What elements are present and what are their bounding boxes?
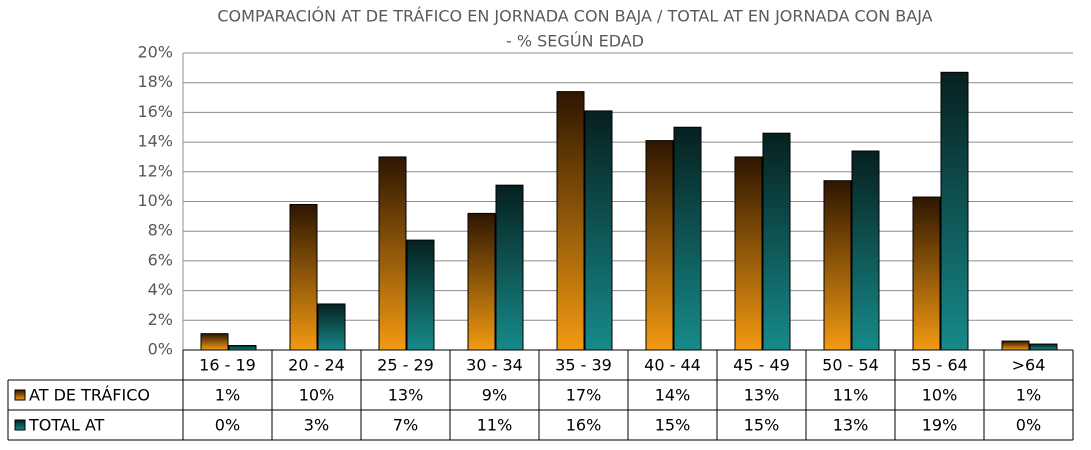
bar <box>378 156 407 351</box>
bar <box>1029 343 1058 351</box>
data-label: 16% <box>566 416 602 435</box>
bar <box>734 156 763 351</box>
x-tick-label: 50 - 54 <box>822 356 879 375</box>
bar <box>289 203 318 351</box>
data-label: 1% <box>215 386 240 405</box>
data-label: 17% <box>566 386 602 405</box>
x-tick-label: 45 - 49 <box>733 356 790 375</box>
bar <box>1001 340 1030 351</box>
data-label: 9% <box>482 386 507 405</box>
data-label: 13% <box>833 416 869 435</box>
x-tick-label: 35 - 39 <box>555 356 612 375</box>
data-label: 0% <box>1016 416 1041 435</box>
data-label: 7% <box>393 416 418 435</box>
bar <box>762 132 791 351</box>
legend-swatch <box>14 389 26 401</box>
y-tick-label: 2% <box>148 310 173 329</box>
bar <box>556 91 585 351</box>
y-tick-label: 10% <box>137 191 173 210</box>
bar <box>851 150 880 351</box>
data-label: 10% <box>299 386 335 405</box>
y-tick-label: 16% <box>137 102 173 121</box>
data-label: 3% <box>304 416 329 435</box>
bar <box>645 140 674 351</box>
data-label: 11% <box>477 416 513 435</box>
bar <box>200 333 229 351</box>
bar <box>467 212 496 351</box>
x-tick-label: 25 - 29 <box>377 356 434 375</box>
y-tick-label: 8% <box>148 221 173 240</box>
y-tick-label: 0% <box>148 340 173 359</box>
legend-label: AT DE TRÁFICO <box>29 386 150 405</box>
y-tick-label: 12% <box>137 161 173 180</box>
bar <box>228 345 257 351</box>
x-tick-label: 16 - 19 <box>199 356 256 375</box>
y-tick-label: 18% <box>137 72 173 91</box>
y-tick-label: 14% <box>137 132 173 151</box>
data-label: 14% <box>655 386 691 405</box>
bar <box>673 126 702 351</box>
bar <box>912 196 941 351</box>
x-tick-label: 30 - 34 <box>466 356 523 375</box>
data-label: 13% <box>744 386 780 405</box>
bar <box>823 180 852 351</box>
y-tick-label: 6% <box>148 250 173 269</box>
bar <box>495 184 524 351</box>
data-label: 10% <box>922 386 958 405</box>
data-label: 11% <box>833 386 869 405</box>
legend-label: TOTAL AT <box>28 416 105 435</box>
legend-swatch <box>14 419 26 431</box>
chart-title: COMPARACIÓN AT DE TRÁFICO EN JORNADA CON… <box>217 7 932 26</box>
bar <box>940 71 969 351</box>
bar <box>317 303 346 351</box>
y-tick-label: 20% <box>137 43 173 62</box>
y-tick-label: 4% <box>148 280 173 299</box>
bar <box>584 110 613 351</box>
x-tick-label: 55 - 64 <box>911 356 968 375</box>
chart-title: - % SEGÚN EDAD <box>506 32 644 51</box>
data-label: 15% <box>744 416 780 435</box>
data-label: 15% <box>655 416 691 435</box>
x-tick-label: 40 - 44 <box>644 356 701 375</box>
data-label: 13% <box>388 386 424 405</box>
data-label: 1% <box>1016 386 1041 405</box>
x-tick-label: 20 - 24 <box>288 356 345 375</box>
x-tick-label: >64 <box>1012 356 1046 375</box>
data-label: 0% <box>215 416 240 435</box>
data-label: 19% <box>922 416 958 435</box>
bar <box>406 239 435 351</box>
